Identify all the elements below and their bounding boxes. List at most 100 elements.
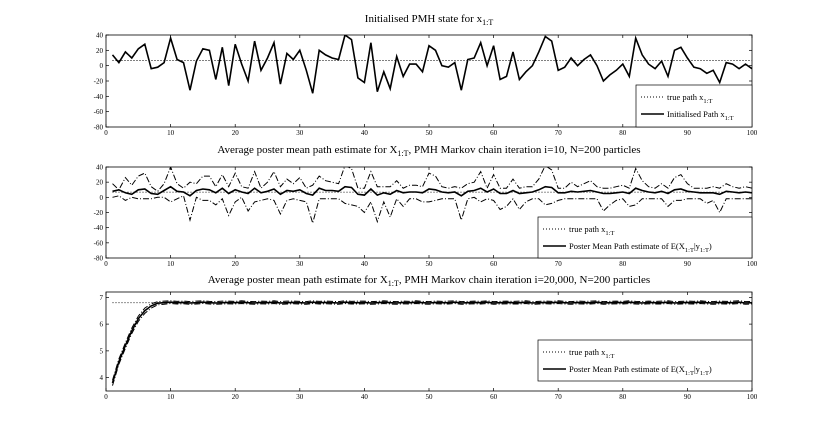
chart-panel-1: Initialised PMH state for x1:T0 10 20 30 40 5… — [94, 13, 758, 137]
legend-label-text: Initialised Path x — [667, 109, 725, 119]
legend-box — [537, 339, 753, 382]
x-tick-label: 40 — [361, 393, 369, 401]
legend-label: Poster Mean Path estimate of E(X1:T|y1:T… — [569, 241, 712, 254]
x-tick-label: 10 — [167, 393, 175, 401]
chart-title: Average poster mean path estimate for X1… — [208, 274, 650, 288]
series-line-2 — [112, 185, 752, 197]
x-tick-label: 10 — [167, 260, 175, 268]
legend-label: true path x1:T — [667, 92, 712, 105]
chart-title-subscript: 1:T — [397, 149, 408, 158]
chart-title-text: Initialised PMH state for x — [365, 13, 483, 25]
legend-label: true path x1:T — [569, 347, 614, 360]
x-tick-label: 30 — [296, 129, 304, 137]
y-tick-label: 0 — [100, 62, 104, 70]
x-tick-label: 30 — [296, 260, 304, 268]
legend-label-subscript: 1:T — [685, 247, 694, 254]
y-tick-label: 4 — [100, 374, 104, 382]
y-tick-label: -40 — [94, 224, 104, 232]
legend-label-subscript: 1:T — [703, 98, 712, 105]
chart-panel-2: Average poster mean path estimate for X1… — [94, 144, 758, 268]
chart-title-tail: , PMH Markov chain iteration i=20,000, N… — [399, 274, 650, 286]
legend-box — [635, 84, 753, 128]
legend-label-subscript-2: 1:T — [700, 370, 709, 377]
x-tick-label: 90 — [684, 393, 692, 401]
chart-title: Average poster mean path estimate for X1… — [217, 144, 640, 158]
chart-title: Initialised PMH state for x1:T — [365, 13, 494, 27]
y-tick-label: -40 — [94, 93, 104, 101]
y-tick-label: -20 — [94, 78, 104, 86]
series-line-2 — [111, 301, 752, 384]
x-tick-label: 50 — [426, 393, 434, 401]
x-tick-label: 100 — [747, 129, 758, 137]
y-tick-label: 0 — [100, 194, 104, 202]
y-tick-label: 20 — [96, 47, 104, 55]
series-line-4 — [112, 302, 752, 386]
x-tick-label: 60 — [490, 393, 498, 401]
y-tick-label: 6 — [100, 321, 104, 329]
legend-label-text: Poster Mean Path estimate of E(X — [569, 364, 685, 374]
x-tick-label: 80 — [619, 129, 627, 137]
y-tick-label: 40 — [96, 32, 104, 40]
chart-panel-3: Average poster mean path estimate for X1… — [100, 274, 758, 401]
y-tick-label: 5 — [100, 347, 104, 355]
legend-label-close: ) — [709, 241, 712, 251]
x-tick-label: 20 — [232, 393, 240, 401]
plot-area — [111, 300, 752, 386]
x-tick-label: 0 — [104, 260, 108, 268]
series-line-3 — [112, 300, 752, 381]
legend-label-subscript: 1:T — [725, 115, 734, 122]
x-tick-label: 100 — [747, 260, 758, 268]
legend-label-text: true path x — [667, 92, 704, 102]
y-tick-label: 20 — [96, 179, 104, 187]
x-tick-label: 80 — [619, 260, 627, 268]
chart-title-subscript: 1:T — [388, 279, 399, 288]
y-tick-label: -60 — [94, 108, 104, 116]
x-tick-label: 70 — [555, 129, 563, 137]
x-tick-label: 0 — [104, 393, 108, 401]
legend-box — [537, 216, 753, 259]
x-tick-label: 40 — [361, 129, 369, 137]
y-tick-label: -60 — [94, 239, 104, 247]
x-tick-label: 20 — [232, 129, 240, 137]
plot-area — [112, 167, 752, 225]
x-tick-label: 90 — [684, 129, 692, 137]
x-tick-label: 0 — [104, 129, 108, 137]
x-tick-label: 40 — [361, 260, 369, 268]
x-tick-label: 30 — [296, 393, 304, 401]
x-tick-label: 70 — [555, 393, 563, 401]
x-tick-label: 10 — [167, 129, 175, 137]
x-tick-label: 20 — [232, 260, 240, 268]
series-line-3 — [112, 167, 752, 192]
chart-title-text: Average poster mean path estimate for X — [217, 144, 397, 156]
series-line-2 — [111, 35, 752, 94]
legend-label-subscript: 1:T — [605, 353, 614, 360]
legend-label-text: true path x — [569, 224, 606, 234]
y-tick-label: 7 — [100, 294, 104, 302]
legend-label-subscript: 1:T — [685, 370, 694, 377]
chart-title-subscript: 1:T — [482, 18, 493, 27]
legend-label: true path x1:T — [569, 224, 614, 237]
x-tick-label: 50 — [426, 129, 434, 137]
plot-area — [111, 35, 752, 94]
x-tick-label: 50 — [426, 260, 434, 268]
legend-label-tail: |y — [694, 241, 701, 251]
legend-label-text: true path x — [569, 347, 606, 357]
y-tick-label: -80 — [94, 255, 104, 263]
chart-title-tail: , PMH Markov chain iteration i=10, N=200… — [409, 144, 641, 156]
legend-label: Poster Mean Path estimate of E(X1:T|y1:T… — [569, 364, 712, 377]
legend-label-subscript: 1:T — [605, 230, 614, 237]
legend-label: Initialised Path x1:T — [667, 109, 734, 122]
x-tick-label: 60 — [490, 129, 498, 137]
y-tick-label: 40 — [96, 164, 104, 172]
chart-title-text: Average poster mean path estimate for X — [208, 274, 388, 286]
x-tick-label: 90 — [684, 260, 692, 268]
legend-label-subscript-2: 1:T — [700, 247, 709, 254]
y-tick-label: -20 — [94, 209, 104, 217]
series-line-4 — [112, 195, 752, 225]
legend-label-text: Poster Mean Path estimate of E(X — [569, 241, 685, 251]
x-tick-label: 100 — [747, 393, 758, 401]
legend-label-close: ) — [709, 364, 712, 374]
